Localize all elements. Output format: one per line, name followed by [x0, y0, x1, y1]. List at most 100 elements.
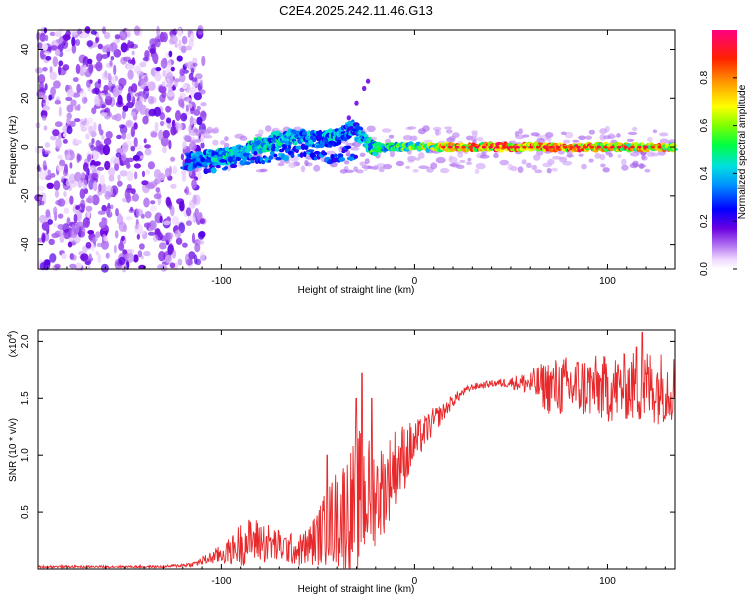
noise-blob — [54, 263, 61, 269]
noise-blob — [166, 91, 175, 97]
secondary-track-blob — [307, 149, 315, 153]
noise-blob — [67, 241, 73, 248]
halo-blob — [448, 155, 454, 161]
halo-blob — [288, 162, 297, 169]
noise-blob — [131, 57, 136, 66]
noise-blob — [192, 62, 198, 67]
colorbar-gradient — [712, 30, 737, 269]
halo-blob — [259, 168, 268, 173]
noise-blob — [85, 241, 92, 249]
noise-blob — [38, 81, 44, 91]
halo-blob — [359, 152, 366, 157]
noise-blob — [83, 188, 89, 195]
noise-blob — [168, 50, 173, 58]
halo-blob — [600, 163, 606, 168]
noise-blob — [102, 144, 111, 156]
halo-blob — [471, 130, 478, 135]
halo-blob — [626, 138, 635, 142]
noise-blob — [55, 199, 62, 206]
noise-blob — [92, 181, 98, 192]
halo-blob — [627, 131, 638, 136]
halo-blob — [599, 128, 608, 135]
noise-blob — [153, 106, 162, 117]
spur-blob — [362, 85, 367, 92]
noise-blob — [38, 170, 47, 181]
secondary-track-blob — [244, 161, 251, 166]
noise-blob — [131, 50, 135, 56]
noise-blob — [107, 72, 112, 83]
noise-blob — [91, 107, 97, 115]
noise-blob — [104, 69, 108, 79]
spur-blob — [346, 115, 351, 121]
noise-blob — [174, 229, 182, 238]
halo-blob — [456, 164, 465, 169]
secondary-track-blob — [261, 160, 266, 165]
noise-blob — [49, 66, 53, 74]
secondary-track-blob — [295, 145, 302, 150]
noise-blob — [148, 220, 157, 231]
noise-blob — [157, 172, 166, 181]
track-blob — [258, 147, 264, 154]
colorbar-tick-label: 0.4 — [699, 166, 710, 180]
colorbar: 0.0 0.2 0.4 0.6 0.8 Normalized spectral ampl… — [699, 30, 748, 276]
noise-blob — [44, 34, 49, 42]
noise-blob — [105, 252, 110, 259]
svg-text:(x104): (x104) — [7, 331, 19, 358]
noise-blob — [175, 110, 181, 121]
peak-blob — [603, 145, 608, 149]
noise-blob — [43, 150, 51, 155]
noise-blob — [45, 209, 51, 218]
halo-blob — [395, 160, 404, 167]
noise-blob — [149, 205, 157, 212]
noise-blob — [41, 148, 46, 155]
noise-blob — [166, 117, 172, 124]
noise-blob — [117, 174, 121, 181]
noise-blob — [130, 43, 139, 49]
noise-blob — [49, 173, 56, 178]
noise-blob — [161, 81, 166, 87]
noise-blob — [41, 192, 47, 202]
noise-blob — [122, 142, 129, 153]
noise-blob — [101, 135, 105, 140]
peak-blob — [616, 145, 622, 149]
noise-blob — [195, 258, 202, 266]
noise-blob — [41, 232, 46, 243]
halo-blob — [422, 125, 430, 132]
noise-blob — [85, 166, 89, 176]
noise-blob — [81, 172, 86, 180]
noise-blob — [188, 251, 196, 260]
snr-x-label: Height of straight line (km) — [298, 584, 415, 595]
secondary-track-blob — [253, 151, 258, 156]
halo-blob — [326, 150, 336, 156]
noise-blob — [159, 215, 163, 224]
noise-blob — [168, 165, 172, 176]
halo-blob — [644, 168, 651, 173]
peak-blob — [474, 145, 480, 149]
noise-blob — [135, 144, 143, 151]
noise-blob — [186, 98, 193, 104]
noise-blob — [97, 210, 106, 215]
noise-blob — [47, 169, 52, 177]
noise-blob — [180, 112, 188, 122]
noise-blob — [70, 99, 77, 107]
noise-blob — [139, 243, 145, 250]
halo-blob — [599, 153, 606, 161]
spur-blob — [354, 100, 359, 106]
halo-blob — [449, 163, 458, 167]
noise-blob — [170, 125, 177, 136]
noise-blob — [143, 93, 147, 103]
noise-blob — [62, 34, 71, 41]
noise-blob — [121, 132, 127, 140]
spectrogram-signal-track — [180, 78, 679, 175]
halo-blob — [224, 136, 229, 142]
noise-blob — [125, 119, 134, 128]
noise-blob — [119, 170, 128, 177]
noise-blob — [196, 116, 203, 126]
peak-blob — [441, 145, 446, 149]
noise-blob — [119, 124, 125, 129]
noise-blob — [79, 90, 87, 98]
noise-blob — [96, 166, 105, 171]
noise-blob — [133, 254, 139, 263]
noise-blob — [103, 138, 112, 146]
noise-blob — [126, 193, 131, 204]
